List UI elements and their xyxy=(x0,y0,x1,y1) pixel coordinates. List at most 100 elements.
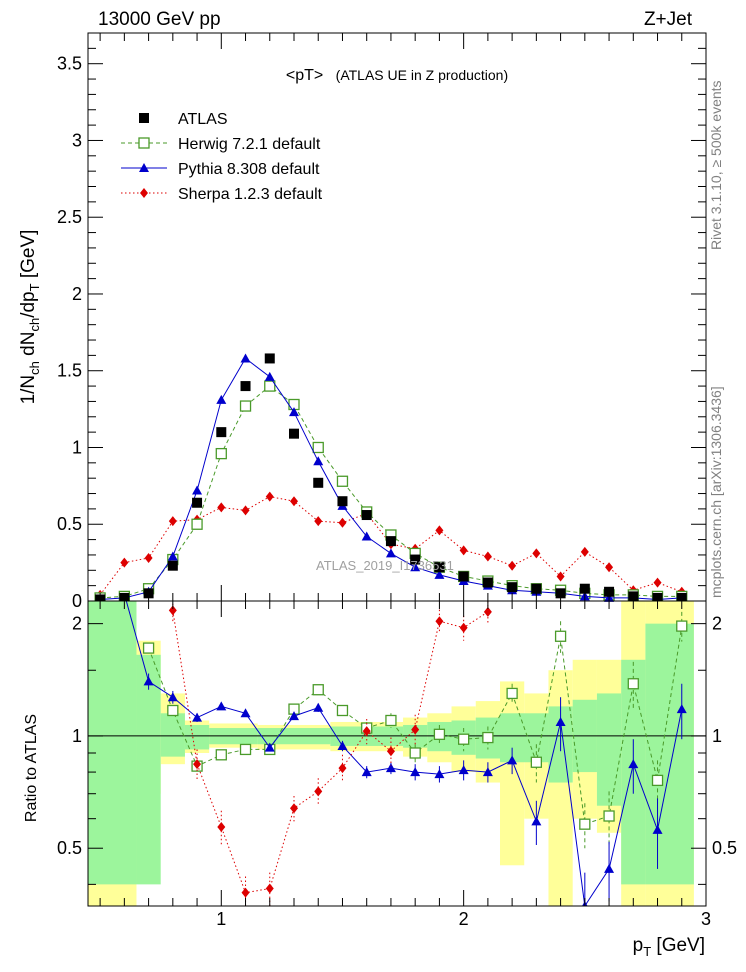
herwig-point xyxy=(191,518,203,530)
analysis-watermark: ATLAS_2019_I1736531 xyxy=(316,558,454,573)
sherpa-point xyxy=(168,516,177,527)
uncertainty-band-inner xyxy=(184,724,210,750)
pythia-ratio-point xyxy=(313,702,324,712)
uncertainty-band-inner xyxy=(596,693,622,806)
sherpa-point xyxy=(144,553,153,564)
sherpa-ratio-point xyxy=(483,606,492,617)
legend-label-atlas: ATLAS xyxy=(178,111,228,128)
herwig-ratio-point xyxy=(409,747,421,759)
pythia-point xyxy=(167,551,178,561)
herwig-ratio-point xyxy=(239,743,252,756)
pythia-ratio-point xyxy=(531,816,542,826)
sherpa-point xyxy=(265,491,274,502)
chart-subtitle: (ATLAS UE in Z production) xyxy=(336,67,508,83)
pythia-point xyxy=(361,531,372,541)
pythia-ratio-point xyxy=(507,755,518,765)
sherpa-point xyxy=(532,548,541,559)
x-axis-label: pT [GeV] xyxy=(633,935,705,959)
herwig-ratio-point xyxy=(215,749,227,761)
herwig-ratio-point xyxy=(627,678,639,690)
header-left: 13000 GeV pp xyxy=(98,9,221,30)
legend-label-sherpa: Sherpa 1.2.3 default xyxy=(178,186,323,203)
herwig-ratio-point xyxy=(336,704,349,717)
atlas-point xyxy=(458,571,469,582)
atlas-point xyxy=(337,496,348,507)
pythia-ratio-point xyxy=(458,765,469,775)
y-tick-label: 3.5 xyxy=(57,54,82,74)
herwig-ratio-point xyxy=(579,818,591,830)
pythia-ratio-point xyxy=(482,767,493,777)
y-tick-label: 3 xyxy=(72,130,82,150)
ratio-y-tick-label-right: 1 xyxy=(712,726,722,746)
legend: ATLAS Herwig 7.2.1 default Pythia 8.308 de… xyxy=(121,111,323,203)
herwig-ratio-point xyxy=(167,704,179,717)
atlas-point xyxy=(604,586,615,597)
herwig-ratio-point xyxy=(385,714,397,727)
atlas-point xyxy=(482,577,493,588)
sherpa-ratio-line xyxy=(172,610,489,894)
sherpa-ratio-point xyxy=(435,616,444,627)
herwig-ratio-point xyxy=(142,642,155,654)
pythia-point xyxy=(240,353,251,363)
sherpa-ratio-point xyxy=(314,786,323,797)
legend-marker-pythia xyxy=(139,163,149,172)
pythia-point xyxy=(192,485,203,495)
ratio-y-tick-label-left: 0.5 xyxy=(57,838,82,858)
sherpa-point xyxy=(556,571,565,582)
ratio-y-tick-label-left: 1 xyxy=(72,726,82,746)
y-tick-label: 1.5 xyxy=(57,361,82,381)
pythia-point xyxy=(289,407,299,417)
herwig-ratio-point xyxy=(457,733,470,745)
atlas-point xyxy=(167,560,178,571)
legend-marker-herwig xyxy=(138,137,150,149)
sherpa-point xyxy=(459,545,468,556)
x-tick-label: 1 xyxy=(216,909,226,929)
pythia-point xyxy=(410,562,421,572)
atlas-point xyxy=(410,554,421,565)
herwig-ratio-point xyxy=(603,810,615,822)
pythia-point xyxy=(434,569,445,579)
pythia-point xyxy=(385,548,396,558)
herwig-point xyxy=(264,380,276,392)
ratio-y-axis-label: Ratio to ATLAS xyxy=(23,714,40,822)
header-right: Z+Jet xyxy=(644,9,693,30)
sherpa-ratio-point xyxy=(290,803,298,814)
x-tick-label: 3 xyxy=(701,909,711,929)
herwig-ratio-point xyxy=(433,728,446,740)
side-label-top: Rivet 3.1.10, ≥ 500k events xyxy=(708,80,724,250)
legend-label-herwig: Herwig 7.2.1 default xyxy=(178,136,321,153)
atlas-point xyxy=(289,428,299,439)
herwig-ratio-point xyxy=(676,620,688,632)
herwig-point xyxy=(239,400,252,412)
legend-marker-sherpa xyxy=(140,188,148,198)
pythia-ratio-point xyxy=(143,676,154,686)
sherpa-ratio-point xyxy=(411,724,420,735)
main-plot: 0 0.5 1 1.5 2 2.5 3 3.5 <pT> (ATLAS UE in Z pro… xyxy=(18,32,707,611)
y-axis-label: 1/Nch dNch/dpT [GeV] xyxy=(18,230,42,405)
pythia-ratio-point xyxy=(240,708,251,718)
pythia-ratio-line xyxy=(125,601,683,906)
pythia-ratio-point xyxy=(361,767,372,777)
ratio-y-tick-label-right: 2 xyxy=(712,614,722,634)
pythia-ratio-point xyxy=(216,701,227,711)
pythia-ratio-point xyxy=(652,824,663,834)
sherpa-point xyxy=(217,502,226,513)
y-tick-label: 0.5 xyxy=(57,514,82,534)
sherpa-point xyxy=(338,517,347,528)
atlas-point xyxy=(531,583,542,594)
pythia-ratio-point xyxy=(385,763,396,773)
pythia-ratio-point xyxy=(337,740,348,750)
uncertainty-band-inner xyxy=(160,713,185,757)
pythia-ratio-point xyxy=(192,712,203,722)
pythia-ratio-point xyxy=(676,704,687,714)
y-tick-label: 0 xyxy=(72,591,82,611)
atlas-point xyxy=(579,583,590,594)
pythia-ratio-point xyxy=(264,742,275,752)
y-tick-label: 1 xyxy=(72,437,82,457)
atlas-point xyxy=(192,497,203,508)
atlas-point xyxy=(361,510,372,521)
pythia-ratio-point xyxy=(434,769,445,779)
sherpa-point xyxy=(435,525,444,536)
sherpa-ratio-point xyxy=(459,622,468,633)
sherpa-ratio-point xyxy=(338,763,347,774)
